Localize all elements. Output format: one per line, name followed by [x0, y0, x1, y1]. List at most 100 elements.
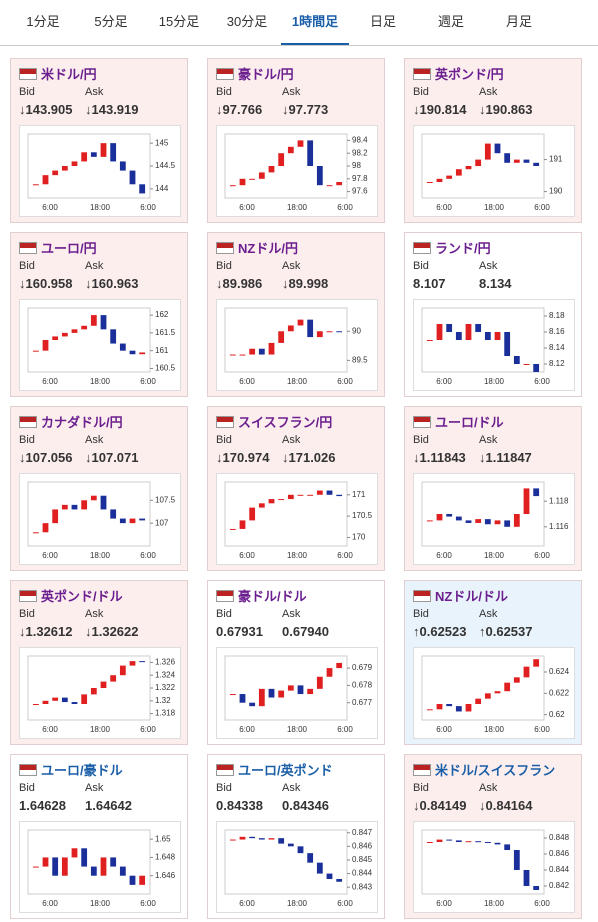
candle: [316, 862, 323, 874]
ask-value: 1.64642: [85, 798, 132, 813]
pair-title[interactable]: NZドル/円: [238, 241, 298, 256]
tab[interactable]: 30分足: [226, 14, 268, 29]
candle: [326, 185, 333, 187]
candle: [71, 848, 78, 858]
bid-value: ↓107.056: [19, 450, 73, 465]
mini-chart: 0.677 0.678 0.679 6:00 18:00 6:00: [224, 655, 373, 734]
y-tick-label: 0.846: [549, 849, 570, 858]
candle: [533, 659, 540, 667]
y-tick-label: 97.6: [352, 187, 368, 196]
candle: [61, 504, 68, 510]
chart-box[interactable]: 170 170.5 171 6:00 18:00 6:00: [216, 473, 378, 565]
y-tick-label: 1.324: [155, 670, 176, 679]
ask-value: ↓107.071: [85, 450, 139, 465]
candle: [504, 153, 511, 163]
candle: [523, 666, 530, 678]
pair-title[interactable]: 英ポンド/ドル: [41, 589, 123, 604]
bid-label: Bid: [19, 434, 35, 446]
flag-icon: [19, 68, 37, 80]
chart-box[interactable]: 89.5 90 6:00 18:00 6:00: [216, 299, 378, 391]
pair-title[interactable]: カナダドル/円: [41, 415, 123, 430]
candle: [446, 839, 453, 841]
y-tick-label: 1.318: [155, 709, 176, 718]
ask-label: Ask: [282, 434, 301, 446]
y-tick-label: 160.5: [155, 364, 176, 373]
candle: [42, 700, 49, 704]
pair-title[interactable]: 豪ドル/円: [238, 67, 294, 82]
candle: [119, 665, 126, 676]
y-tick-label: 1.32: [155, 696, 171, 705]
candle: [229, 839, 236, 841]
chart-box[interactable]: 1.646 1.648 1.65 6:00 18:00 6:00: [19, 821, 181, 913]
candle: [533, 488, 540, 497]
bid-label: Bid: [216, 86, 232, 98]
candle: [504, 520, 511, 527]
candle: [475, 519, 482, 523]
y-tick-label: 0.843: [352, 882, 373, 891]
chart-box[interactable]: 0.843 0.844 0.845 0.846 0.847 6:00 18:00 6:00: [216, 821, 378, 913]
ask-value: 0.84346: [282, 798, 329, 813]
bid-value: ↓160.958: [19, 276, 73, 291]
flag-icon: [19, 242, 37, 254]
tab[interactable]: 15分足: [158, 14, 200, 29]
candle: [110, 509, 117, 519]
pair-title[interactable]: ユーロ/円: [41, 241, 97, 256]
candle: [297, 494, 304, 496]
chart-box[interactable]: 160.5 161 161.5 162 6:00 18:00 6:00: [19, 299, 181, 391]
tab[interactable]: 月足: [505, 14, 532, 29]
pair-title[interactable]: ランド/円: [435, 241, 491, 256]
chart-box[interactable]: 97.6 97.8 98 98.2 98.4 6:00 18:00 6:00: [216, 125, 378, 217]
pair-title[interactable]: スイスフラン/円: [238, 415, 333, 430]
candle: [100, 857, 107, 876]
candle: [229, 185, 236, 187]
candle: [119, 161, 126, 171]
candle: [52, 509, 59, 524]
pair-title[interactable]: ユーロ/豪ドル: [41, 763, 123, 778]
tab[interactable]: 週足: [437, 14, 464, 29]
x-tick-label: 6:00: [534, 551, 550, 560]
candle: [32, 866, 39, 868]
tab[interactable]: 1分足: [26, 14, 60, 29]
candle: [316, 331, 323, 338]
candle: [494, 520, 501, 525]
chart-box[interactable]: 0.677 0.678 0.679 6:00 18:00 6:00: [216, 647, 378, 739]
chart-box[interactable]: 0.62 0.622 0.624 6:00 18:00 6:00: [413, 647, 575, 739]
candle: [316, 490, 323, 495]
chart-box[interactable]: 1.318 1.32 1.322 1.324 1.326 6:00 18:00 6:00: [19, 647, 181, 739]
pair-title[interactable]: 英ポンド/円: [435, 67, 504, 82]
rate-panel: ユーロ/ドル Bid Ask ↓1.11843 ↓1.11847 1.116 1.118 6:…: [404, 406, 582, 571]
bid-label: Bid: [216, 260, 232, 272]
candle: [249, 836, 256, 839]
chart-box[interactable]: 0.842 0.844 0.846 0.848 6:00 18:00 6:00: [413, 821, 575, 913]
pair-title[interactable]: 米ドル/円: [41, 67, 97, 82]
pair-title[interactable]: ユーロ/ドル: [435, 415, 504, 430]
mini-chart: 190 191 6:00 18:00 6:00: [421, 133, 563, 212]
candle: [119, 518, 126, 524]
tab[interactable]: 1時間足: [281, 0, 349, 45]
candle: [32, 704, 39, 705]
chart-box[interactable]: 1.116 1.118 6:00 18:00 6:00: [413, 473, 575, 565]
pair-title[interactable]: 豪ドル/ドル: [238, 589, 307, 604]
candle: [278, 690, 285, 698]
rate-panel: 豪ドル/円 Bid Ask ↓97.766 ↓97.773 97.6 97.8 98 98.2 9…: [207, 58, 385, 223]
chart-box[interactable]: 144 144.5 145 6:00 18:00 6:00: [19, 125, 181, 217]
x-tick-label: 18:00: [90, 551, 111, 560]
tab[interactable]: 5分足: [94, 14, 128, 29]
chart-box[interactable]: 190 191 6:00 18:00 6:00: [413, 125, 575, 217]
x-tick-label: 6:00: [239, 725, 255, 734]
candle: [533, 162, 540, 166]
y-tick-label: 107.5: [155, 495, 176, 504]
candle: [287, 843, 294, 847]
x-tick-label: 6:00: [436, 377, 452, 386]
candle: [436, 178, 443, 182]
chart-box[interactable]: 8.12 8.14 8.16 8.18 6:00 18:00 6:00: [413, 299, 575, 391]
tab[interactable]: 日足: [369, 14, 396, 29]
pair-title[interactable]: NZドル/ドル: [435, 589, 508, 604]
y-tick-label: 144: [155, 184, 169, 193]
plot-frame: [224, 829, 348, 895]
pair-title[interactable]: ユーロ/英ポンド: [238, 763, 333, 778]
candle: [326, 668, 333, 677]
chart-box[interactable]: 107 107.5 6:00 18:00 6:00: [19, 473, 181, 565]
pair-title[interactable]: 米ドル/スイスフラン: [435, 763, 556, 778]
y-tick-label: 0.848: [549, 833, 570, 842]
